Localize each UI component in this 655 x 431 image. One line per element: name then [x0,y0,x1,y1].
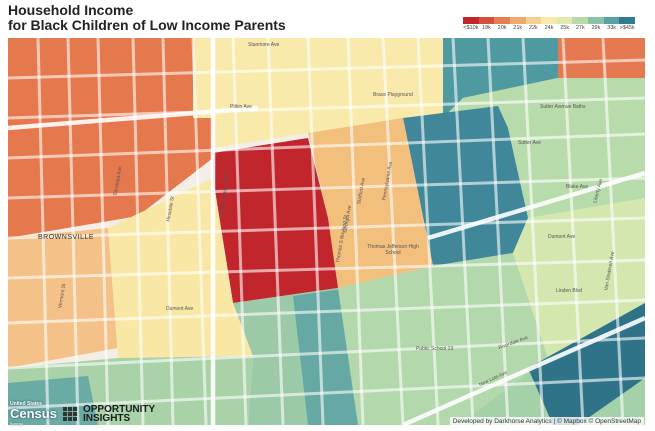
major-roads [8,38,645,425]
label-brace: Brace Playground [373,92,413,98]
legend-label: 25k [560,25,570,31]
legend-swatch [603,17,620,24]
legend-swatch [619,17,636,24]
tract-w-yellow[interactable] [108,178,253,358]
label-blake: Blake Ave [566,184,589,190]
tract-ne-teal[interactable] [443,38,558,118]
label-public-school: Public School 13 [416,346,454,352]
legend-swatch [494,17,510,24]
map-title: Household Income for Black Children of L… [8,3,286,33]
label-dumont: Dumont Ave [166,306,194,312]
tract-n-yellow[interactable] [193,38,443,148]
legend-swatch [525,17,542,24]
legend-label: 21k [513,25,523,31]
legend-label: 27k [575,25,585,31]
legend-label: 18k [482,25,491,31]
census-small-text: United States [10,401,42,407]
opportunity-insights-icon [62,407,77,421]
title-line-1: Household Income [8,2,134,18]
label-brownsville: BROWNSVILLE [38,234,95,241]
oi-line-1: OPPORTUNITY [82,404,156,415]
legend-labels: <$10k 18k 20k 21k 22k 24k 25k 27k 29k 33k >$45k [463,25,635,31]
title-line-2: for Black Children of Low Income Parents [8,17,286,33]
legend-color-bar [463,17,636,24]
census-logo[interactable]: United States Census Bureau [10,401,57,427]
legend-label: 29k [591,25,601,31]
opportunity-insights-logo[interactable]: OPPORTUNITY INSIGHTS [82,404,156,424]
legend-swatch [478,17,495,24]
logos: United States Census Bureau OPPORTUNITY … [10,401,160,427]
label-sutter: Sutter Ave [518,140,541,146]
tract-light-orange-center[interactable] [308,118,433,288]
tract-w-light-orange[interactable] [8,228,118,368]
legend-swatch [572,17,589,24]
legend-swatch [541,17,557,24]
oi-line-2: INSIGHTS [82,413,131,424]
legend-label: 24k [544,25,554,31]
legend-swatch [463,17,479,24]
legend-label: >$45k [619,25,635,31]
map-attribution[interactable]: Developed by Darkhorse Analytics | © Map… [449,417,644,426]
legend-label: 22k [528,25,538,31]
legend-label: 20k [497,25,507,31]
tract-ne-corner-orange[interactable] [558,38,645,78]
label-stanmore: Stanmore Ave [248,42,280,48]
census-big-text: Census [10,406,57,421]
choropleth-map[interactable]: Stanmore Ave Pitkin Ave Brace Playground… [8,38,645,425]
label-sutter-baths: Sutter Avenue Baths [540,104,586,110]
legend-label: 33k [607,25,617,31]
legend-swatch [509,17,526,24]
legend-label: <$10k [463,25,479,31]
label-dumont-2: Dumont Ave [548,234,576,240]
label-linden: Linden Blvd [556,288,583,294]
map-canvas[interactable] [8,38,645,425]
street-grid [8,38,645,425]
label-pitkin: Pitkin Ave [230,104,252,110]
label-tjhs: Thomas Jefferson High School [367,244,419,256]
census-bureau-text: Bureau [10,421,23,426]
tract-se-dark-teal[interactable] [528,303,645,425]
legend-swatch [588,17,604,24]
income-legend: <$10k 18k 20k 21k 22k 24k 25k 27k 29k 33k >$45k [463,17,636,31]
tract-nw-orange[interactable] [8,38,213,238]
legend-swatch [556,17,573,24]
